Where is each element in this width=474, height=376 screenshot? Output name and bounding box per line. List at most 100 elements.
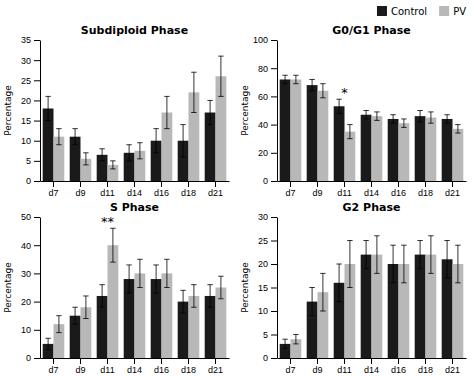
bar bbox=[291, 79, 302, 181]
error-bar bbox=[363, 111, 368, 119]
tick-mark bbox=[161, 358, 162, 364]
tick-mark bbox=[34, 273, 40, 274]
tick-label: 40 bbox=[258, 120, 268, 130]
tick-mark bbox=[271, 264, 277, 265]
error-bars bbox=[45, 96, 212, 160]
y-label: Percentage bbox=[3, 262, 13, 313]
tick-label: 0 bbox=[263, 353, 268, 363]
bar bbox=[388, 119, 399, 181]
tick-label: 30 bbox=[21, 56, 31, 66]
error-bar bbox=[72, 129, 77, 145]
tick-label: d9 bbox=[75, 365, 85, 375]
tick: 20 bbox=[21, 297, 40, 307]
y-axis: 051015202530 bbox=[258, 212, 278, 363]
y-axis: 020406080100 bbox=[253, 35, 278, 186]
tick-mark bbox=[34, 161, 40, 162]
tick-label: d9 bbox=[75, 188, 85, 198]
tick-mark bbox=[34, 100, 40, 101]
tick: d21 bbox=[445, 181, 460, 198]
tick-label: d18 bbox=[181, 365, 196, 375]
x-axis: d7d9d11d14d16d18d21 bbox=[41, 181, 230, 198]
title: G0/G1 Phase bbox=[332, 24, 411, 37]
title: S Phase bbox=[110, 201, 159, 214]
y-label: Percentage bbox=[240, 262, 250, 313]
tick: 30 bbox=[21, 56, 40, 66]
error-bar bbox=[401, 119, 406, 127]
y-axis: 05101520253035 bbox=[21, 35, 41, 186]
tick: d11 bbox=[337, 358, 351, 375]
tick: 0 bbox=[263, 353, 277, 363]
tick: 20 bbox=[21, 96, 40, 106]
error-bar bbox=[164, 259, 169, 287]
tick-mark bbox=[53, 358, 54, 364]
legend-item: PV bbox=[439, 6, 466, 17]
tick: d9 bbox=[312, 181, 322, 198]
y-label: Percentage bbox=[3, 85, 13, 136]
tick-label: d18 bbox=[418, 188, 433, 198]
tick-label: 20 bbox=[258, 148, 268, 158]
tick-mark bbox=[344, 181, 345, 187]
tick: d14 bbox=[127, 181, 142, 198]
error-bar bbox=[110, 228, 115, 262]
tick: 20 bbox=[258, 259, 277, 269]
tick-label: d16 bbox=[154, 188, 169, 198]
tick: 25 bbox=[258, 236, 277, 246]
tick-label: 30 bbox=[21, 269, 31, 279]
tick-label: d16 bbox=[154, 365, 169, 375]
tick: 40 bbox=[258, 120, 277, 130]
tick: 5 bbox=[263, 330, 277, 340]
error-bar bbox=[282, 75, 287, 83]
error-bar bbox=[56, 316, 61, 333]
tick-label: 40 bbox=[21, 241, 31, 251]
tick-mark bbox=[271, 96, 277, 97]
error-bar bbox=[293, 335, 298, 344]
bar bbox=[415, 255, 426, 358]
tick-label: 35 bbox=[21, 35, 31, 45]
tick-label: 30 bbox=[258, 212, 268, 222]
tick-mark bbox=[161, 181, 162, 187]
error-bar bbox=[455, 245, 460, 283]
tick-mark bbox=[271, 125, 277, 126]
tick-label: 25 bbox=[21, 76, 31, 86]
y-label: Percentage bbox=[240, 85, 250, 136]
error-bar bbox=[417, 111, 422, 122]
tick: 25 bbox=[21, 76, 40, 86]
tick-mark bbox=[398, 358, 399, 364]
error-bar bbox=[126, 145, 131, 161]
legend-item: Control bbox=[377, 6, 427, 17]
error-bar bbox=[320, 273, 325, 311]
plot-area bbox=[280, 75, 464, 181]
tick: 0 bbox=[26, 176, 40, 186]
tick-mark bbox=[317, 358, 318, 364]
tick: 30 bbox=[258, 212, 277, 222]
series bbox=[280, 255, 453, 358]
error-bar bbox=[83, 153, 88, 165]
tick-label: 50 bbox=[21, 212, 31, 222]
bar bbox=[361, 115, 372, 181]
bar bbox=[442, 119, 453, 181]
tick-mark bbox=[271, 311, 277, 312]
error-bar bbox=[347, 125, 352, 139]
bar bbox=[307, 85, 318, 181]
tick-mark bbox=[452, 181, 453, 187]
error-bar bbox=[126, 265, 131, 293]
tick: d9 bbox=[75, 358, 85, 375]
error-bar bbox=[99, 285, 104, 308]
error-bar bbox=[390, 115, 395, 123]
tick-label: 20 bbox=[258, 259, 268, 269]
tick-label: d21 bbox=[208, 188, 223, 198]
error-bar bbox=[180, 290, 185, 313]
bar bbox=[415, 116, 426, 181]
tick: 60 bbox=[258, 92, 277, 102]
tick-label: 100 bbox=[253, 35, 268, 45]
tick-mark bbox=[188, 358, 189, 364]
error-bar bbox=[72, 307, 77, 324]
tick-mark bbox=[371, 181, 372, 187]
tick-mark bbox=[271, 335, 277, 336]
tick-mark bbox=[271, 181, 277, 182]
tick-label: 10 bbox=[258, 306, 268, 316]
error-bar bbox=[293, 75, 298, 83]
series bbox=[291, 79, 464, 181]
figure: 05101520253035d7d9d11d14d16d18d21Subdipl… bbox=[0, 0, 474, 376]
tick: d18 bbox=[418, 181, 433, 198]
